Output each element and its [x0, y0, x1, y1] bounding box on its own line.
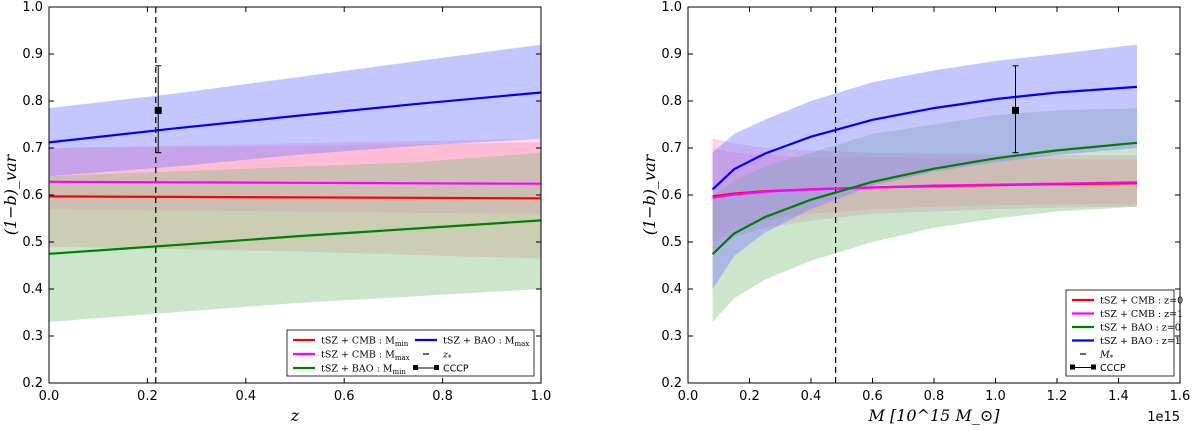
legend-label: z*: [442, 350, 452, 363]
x-tick-label: 0.8: [924, 389, 945, 404]
y-tick-label: 0.7: [661, 141, 682, 156]
legend-label: tSZ + CMB : Mmax: [321, 350, 410, 363]
legend-label: tSZ + BAO : z=1: [1100, 336, 1181, 347]
y-tick-label: 0.9: [22, 47, 43, 62]
band-4: [712, 44, 1137, 289]
x-tick-label: 1.6: [1170, 389, 1191, 404]
legend-label-text: tSZ + CMB : M: [321, 350, 395, 361]
x-tick-label: 0.0: [678, 389, 699, 404]
x-tick-label: 1.4: [1108, 389, 1129, 404]
y-tick-label: 0.8: [22, 94, 43, 109]
legend-box: [286, 329, 535, 377]
legend-label-text: tSZ + CMB : z=0: [1100, 296, 1183, 307]
legend-swatch-marker: [413, 365, 418, 370]
legend-label-text: z: [442, 350, 449, 361]
x-tick-label: 1.0: [985, 389, 1006, 404]
band-3: [712, 108, 1137, 322]
legend-label: tSZ + BAO : Mmax: [443, 336, 529, 349]
x-tick-label: 1.2: [1047, 389, 1068, 404]
legend-label-text: tSZ + BAO : M: [443, 336, 515, 347]
legend-label: tSZ + CMB : z=0: [1100, 296, 1183, 307]
x-tick-label: 0.4: [801, 389, 822, 404]
legend-label: tSZ + CMB : z=1: [1100, 309, 1183, 320]
y-tick-label: 0.2: [661, 376, 682, 391]
legend-swatch-marker: [1070, 364, 1075, 370]
series-line-2: [48, 180, 542, 185]
band-1: [712, 148, 1137, 242]
legend-label: CCCP: [443, 364, 469, 375]
series-line-1: [48, 195, 542, 200]
band-2: [49, 138, 541, 214]
legend-label: tSZ + CMB : Mmin: [321, 336, 409, 349]
legend-label-subscript: max: [515, 340, 530, 348]
band-4: [49, 44, 541, 177]
x-tick-label: 1.0: [531, 389, 552, 404]
legend-label-text: tSZ + BAO : M: [321, 364, 393, 375]
x-tick-label: 0.6: [862, 389, 883, 404]
legend-label-subscript: *: [1110, 354, 1114, 362]
y-axis-label: (1−b)_var: [1, 153, 20, 235]
legend-label: tSZ + BAO : z=0: [1100, 323, 1181, 334]
x-tick-label: 0.0: [39, 389, 60, 404]
x-tick-label: 0.8: [432, 389, 453, 404]
x-tick-label: 0.2: [739, 389, 760, 404]
legend-swatch-marker: [1091, 364, 1096, 370]
x-tick-label: 0.6: [334, 389, 355, 404]
legend-swatch-marker: [434, 365, 439, 370]
y-tick-label: 0.3: [661, 329, 682, 344]
y-tick-label: 0.5: [661, 235, 682, 250]
legend-label: M*: [1099, 350, 1114, 363]
legend-label-text: tSZ + BAO : z=0: [1100, 323, 1181, 334]
legend-label-subscript: min: [393, 368, 407, 376]
y-tick-label: 0.6: [661, 188, 682, 203]
y-tick-label: 0.5: [22, 235, 43, 250]
band-2: [712, 138, 1137, 252]
legend-label-text: tSZ + CMB : z=1: [1100, 309, 1183, 320]
legend: tSZ + CMB : z=0 tSZ + CMB : z=1 tSZ + BAO …: [1065, 289, 1183, 377]
cccp-point: [154, 106, 162, 114]
series-line-4: [711, 85, 1138, 191]
y-tick-label: 1.0: [661, 0, 682, 15]
panel-2: 0.0 0.2 0.4 0.6 0.8 1.0 1.2 1.4 1.60.20.30.40.50…: [640, 0, 1190, 425]
legend-label-subscript: min: [395, 340, 409, 348]
y-tick-label: 0.4: [661, 282, 682, 297]
y-tick-label: 0.7: [22, 141, 43, 156]
legend-box: [1065, 289, 1175, 377]
legend-label-text: tSZ + CMB : M: [321, 336, 395, 347]
x-axis-label: M [10^15 M_⊙]: [868, 406, 1001, 425]
y-tick-label: 0.3: [22, 329, 43, 344]
x-offset-text: 1e15: [1147, 410, 1180, 425]
x-tick-label: 0.2: [137, 389, 158, 404]
legend-label: CCCP: [1100, 363, 1126, 374]
panel-1: 0.0 0.2 0.4 0.6 0.8 1.00.20.30.40.50.60.70.80…: [1, 0, 551, 425]
legend-label-text: tSZ + BAO : z=1: [1100, 336, 1181, 347]
series-line-4: [48, 91, 542, 144]
y-axis-label: (1−b)_var: [640, 153, 659, 235]
y-tick-label: 1.0: [22, 0, 43, 15]
series-line-3: [48, 219, 542, 255]
series-line-2: [712, 181, 1138, 199]
legend-label-text: M: [1099, 350, 1110, 361]
legend-label-subscript: max: [395, 354, 410, 362]
cccp-point: [1011, 106, 1019, 114]
legend-label: tSZ + BAO : Mmin: [321, 364, 406, 377]
x-tick-label: 0.4: [235, 389, 256, 404]
y-tick-label: 0.8: [661, 94, 682, 109]
legend-label-text: CCCP: [1100, 363, 1126, 374]
y-tick-label: 0.9: [661, 47, 682, 62]
series-line-3: [711, 141, 1138, 255]
y-tick-label: 0.4: [22, 282, 43, 297]
legend-label-subscript: *: [448, 354, 452, 362]
x-axis-label: z: [290, 406, 300, 425]
y-tick-label: 0.6: [22, 188, 43, 203]
y-tick-label: 0.2: [22, 376, 43, 391]
legend-label-text: CCCP: [443, 364, 469, 375]
